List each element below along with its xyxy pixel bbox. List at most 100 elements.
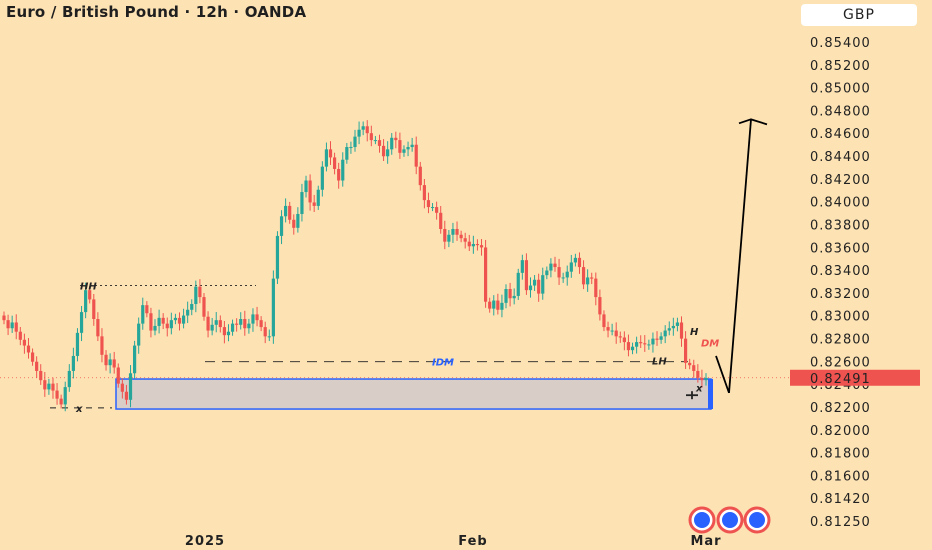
candle	[79, 305, 84, 342]
candle	[692, 359, 696, 378]
candle	[451, 222, 455, 243]
candle	[284, 198, 288, 223]
y-tick-label: 0.82800	[810, 333, 871, 348]
candle	[365, 120, 369, 142]
candle	[524, 253, 529, 295]
candle	[312, 194, 316, 213]
candle	[398, 132, 402, 159]
candle	[169, 312, 173, 335]
candle	[683, 331, 688, 369]
dm-label: DM	[701, 339, 719, 350]
candle	[116, 363, 120, 388]
candle	[471, 235, 475, 254]
candle	[18, 326, 22, 346]
candle	[630, 342, 635, 355]
candle	[492, 295, 496, 316]
candle	[145, 301, 149, 318]
candle	[51, 377, 55, 399]
candle	[635, 336, 639, 354]
y-tick-label: 0.81600	[810, 469, 871, 484]
calendar-flags-icon[interactable]	[688, 506, 771, 534]
candle	[651, 332, 655, 353]
candle	[345, 142, 349, 164]
candle	[190, 299, 194, 316]
candle	[292, 214, 296, 235]
candle	[300, 183, 304, 222]
candle	[357, 121, 361, 145]
candle	[512, 288, 516, 305]
candle	[528, 277, 533, 298]
y-tick-label: 0.81250	[810, 515, 871, 530]
candle	[390, 133, 394, 155]
candle	[386, 141, 390, 164]
candle	[67, 364, 71, 392]
candle	[141, 297, 145, 330]
candle	[675, 317, 680, 332]
candle	[92, 293, 96, 326]
candle	[484, 239, 488, 308]
candle	[218, 315, 222, 333]
x-tick-label: Feb	[458, 534, 487, 549]
candle	[230, 319, 235, 336]
y-tick-label: 0.81420	[810, 492, 871, 507]
current-price-badge	[790, 369, 920, 386]
candle	[332, 152, 337, 175]
candle	[643, 335, 647, 352]
candle	[30, 348, 35, 366]
candle	[447, 230, 451, 248]
candle	[255, 306, 259, 327]
candle	[71, 347, 75, 379]
candle	[149, 307, 153, 338]
candle	[84, 282, 88, 319]
candle	[308, 174, 312, 211]
candle	[210, 317, 214, 336]
low-x-label: x	[75, 404, 83, 415]
candle	[328, 141, 333, 165]
y-tick-label: 0.84400	[810, 150, 871, 165]
candle	[222, 320, 226, 344]
candle	[96, 312, 100, 342]
y-tick-label: 0.82200	[810, 401, 871, 416]
x-tick-label: 2025	[185, 534, 225, 549]
candle	[606, 321, 610, 338]
candle	[516, 268, 520, 300]
candle	[414, 136, 418, 175]
candle	[541, 267, 545, 300]
y-tick-label: 0.84600	[810, 127, 871, 142]
candle	[320, 161, 324, 197]
candle	[659, 332, 663, 344]
candle	[288, 201, 292, 224]
candle	[22, 333, 27, 354]
demand-zone-handle[interactable]	[708, 379, 713, 410]
candle	[394, 131, 398, 149]
chart-title: Euro / British Pound · 12h · OANDA	[6, 3, 307, 21]
candle	[577, 252, 582, 274]
y-tick-label: 0.83000	[810, 310, 871, 325]
lh-label: LH	[652, 357, 667, 368]
candle	[647, 339, 651, 350]
candle	[402, 145, 406, 157]
candle	[108, 353, 112, 374]
candle	[88, 286, 92, 304]
candle	[381, 139, 386, 161]
candle	[128, 365, 133, 408]
projection-arrowhead	[738, 118, 768, 126]
candle	[373, 136, 378, 145]
candle	[439, 206, 443, 234]
candle	[369, 125, 373, 147]
demand-zone[interactable]	[115, 378, 712, 410]
candle	[618, 331, 622, 343]
candle	[337, 162, 341, 189]
currency-button[interactable]: GBP	[801, 4, 917, 26]
candle	[537, 273, 541, 302]
y-tick-label: 0.85000	[810, 82, 871, 97]
candle	[377, 134, 382, 153]
x-tick-label: Mar	[690, 534, 721, 549]
candle	[6, 314, 10, 336]
candle	[202, 293, 206, 321]
candle	[565, 265, 569, 286]
candle	[639, 335, 643, 348]
candle	[263, 321, 267, 344]
candle	[455, 221, 459, 241]
